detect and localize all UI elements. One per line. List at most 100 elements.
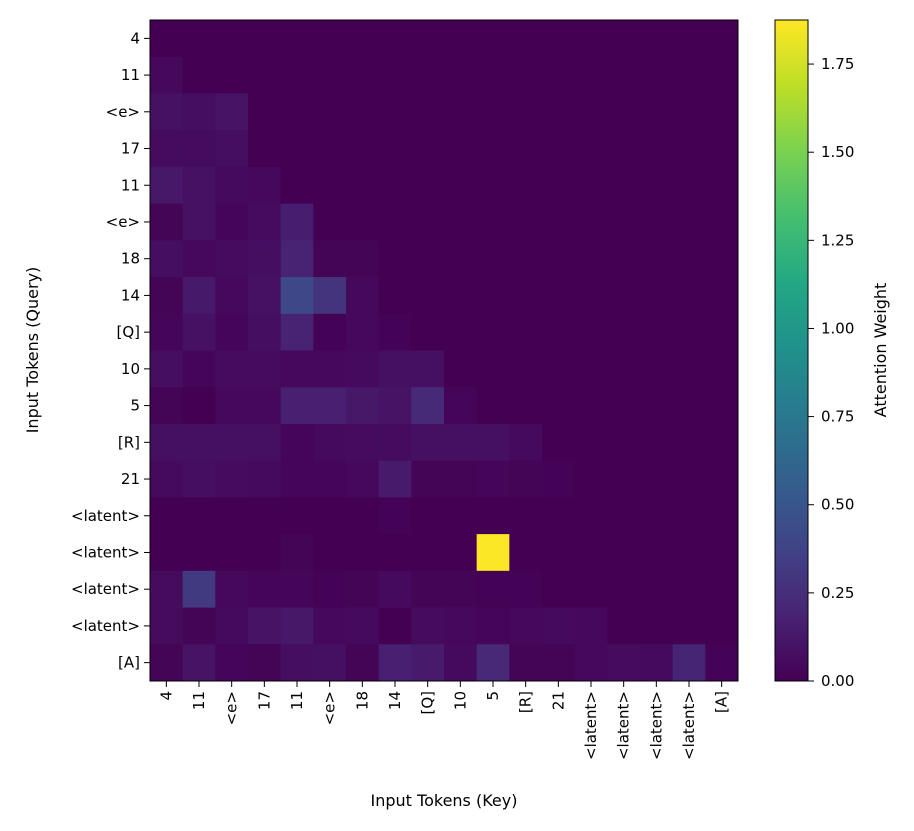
heatmap-cell [672,387,706,425]
heatmap-cell [640,130,674,168]
heatmap-cell [607,607,641,645]
heatmap-cell [280,497,314,535]
heatmap-cell [411,130,445,168]
colorbar-tick-label: 1.25 [821,231,854,249]
heatmap-cell [346,130,380,168]
heatmap-cell [640,534,674,572]
heatmap-cell [411,166,445,205]
heatmap-cell [150,534,184,572]
heatmap-cell [150,277,184,315]
heatmap-cell [542,277,576,315]
heatmap-cell [182,644,216,682]
heatmap-cell [672,277,706,315]
heatmap-cell [476,387,510,425]
heatmap-cell [378,130,412,168]
heatmap-cell [640,240,674,278]
y-tick-label: 14 [121,286,140,304]
heatmap-cell [672,130,706,168]
heatmap-cell [313,130,347,168]
heatmap-cell [378,423,412,462]
heatmap-cell [476,607,510,645]
heatmap-cell [574,203,608,241]
heatmap-cell [640,570,674,608]
heatmap-cell [574,277,608,315]
heatmap-cell [705,570,739,608]
heatmap-cell [705,497,739,535]
heatmap-cell [672,166,706,205]
y-tick-label: <latent> [71,580,140,598]
heatmap-cell [411,240,445,278]
y-tick-label: 5 [130,397,140,415]
y-tick-label: 21 [121,470,140,488]
y-tick-label: [Q] [116,323,140,341]
heatmap-cell [705,56,739,94]
heatmap-cell [607,423,641,462]
heatmap-cell [509,350,543,388]
heatmap-cell [574,534,608,572]
heatmap-cell [150,423,184,462]
heatmap-cell [444,56,478,94]
heatmap-cell [182,313,216,351]
heatmap-cell [476,313,510,351]
heatmap-cell [444,313,478,351]
heatmap-cell [150,240,184,278]
heatmap-cell [313,387,347,425]
heatmap-cell [509,644,543,682]
heatmap-cell [444,534,478,572]
heatmap-cell [672,497,706,535]
heatmap-cell [542,130,576,168]
heatmap-cell [378,93,412,131]
heatmap-cell [509,423,543,462]
heatmap-cell [574,607,608,645]
heatmap-cell [574,387,608,425]
heatmap-cell [248,93,282,131]
heatmap-cell [346,56,380,94]
heatmap-cell [476,423,510,462]
heatmap-cell [346,460,380,498]
heatmap-cell [444,203,478,241]
heatmap-cell [346,20,380,58]
x-tick-label: 18 [353,691,371,710]
heatmap-cell [313,20,347,58]
heatmap-cell [509,203,543,241]
heatmap-cell [215,570,249,608]
x-tick-label: [Q] [419,691,437,715]
heatmap-cell [150,130,184,168]
x-tick-label: 4 [157,691,175,701]
heatmap-cell [509,534,543,572]
heatmap-cell [313,313,347,351]
heatmap-cell [313,570,347,608]
heatmap-cell [607,277,641,315]
heatmap-cell [542,534,576,572]
heatmap-cell [215,423,249,462]
heatmap-cell [346,570,380,608]
heatmap-cell [509,497,543,535]
heatmap-cell [509,56,543,94]
heatmap-cell [182,460,216,498]
heatmap-cell [150,20,184,58]
heatmap-cell [182,20,216,58]
heatmap-cell [705,423,739,462]
heatmap-cell [378,644,412,682]
heatmap-cell [542,313,576,351]
heatmap-cell [215,644,249,682]
heatmap-cell [182,423,216,462]
heatmap-cell [574,350,608,388]
y-tick-label: 18 [121,250,140,268]
heatmap-cell [280,534,314,572]
heatmap-cell [280,607,314,645]
heatmap-cell [509,387,543,425]
heatmap-cell [672,203,706,241]
heatmap-cell [182,497,216,535]
heatmap-cell [640,644,674,682]
heatmap-cell [476,56,510,94]
heatmap-cell [378,570,412,608]
heatmap-cell [411,313,445,351]
heatmap-cell [280,387,314,425]
heatmap-cell [607,93,641,131]
heatmap-cell [313,203,347,241]
colorbar-tick-label: 1.75 [821,55,854,73]
heatmap-cell [444,644,478,682]
heatmap-cell [248,166,282,205]
heatmap-cell [182,166,216,205]
